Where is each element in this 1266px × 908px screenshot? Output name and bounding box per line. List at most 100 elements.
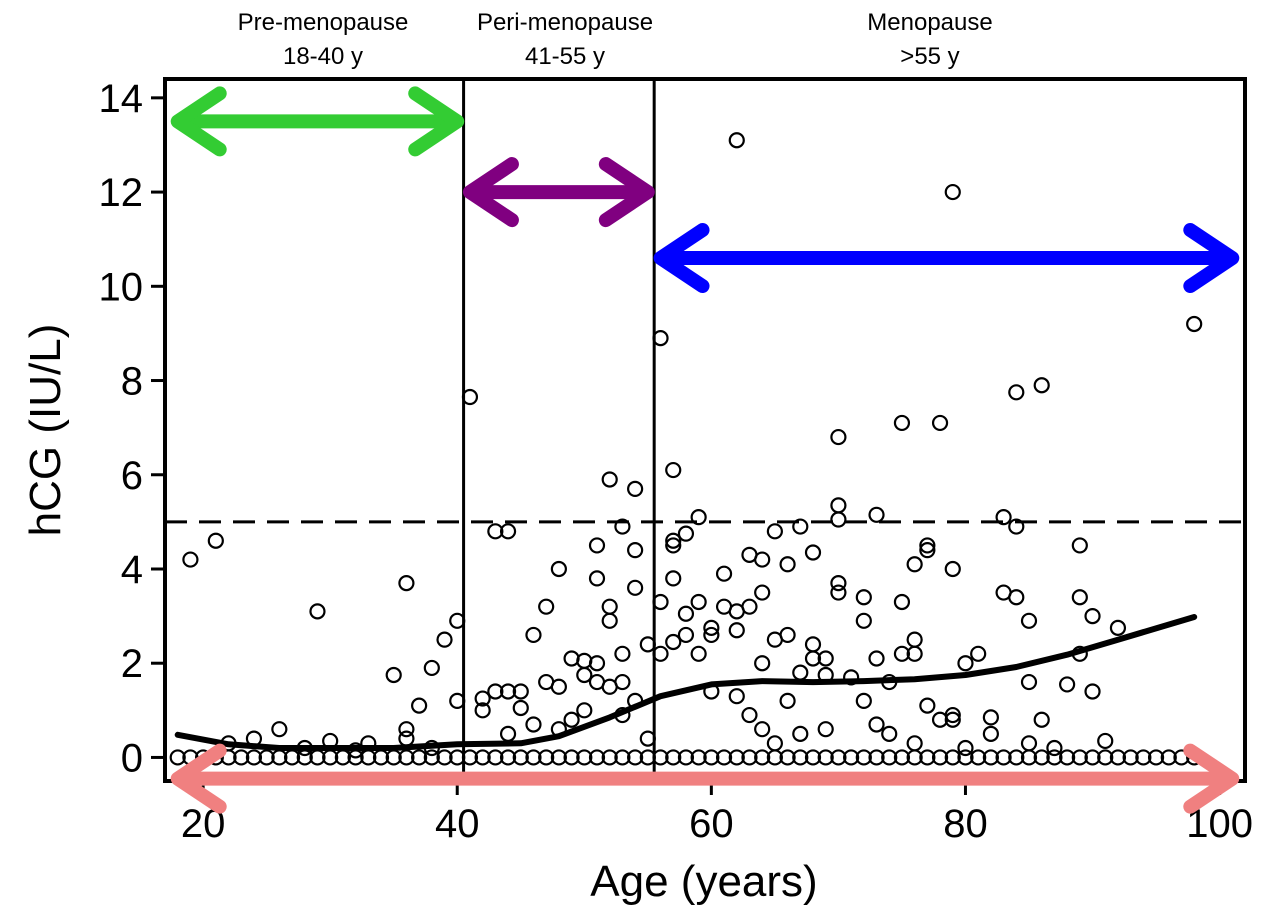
data-point [474, 702, 491, 719]
data-point [487, 523, 504, 540]
data-point-baseline [1059, 749, 1076, 766]
data-point-baseline [576, 749, 593, 766]
data-point-baseline [1097, 749, 1114, 766]
data-point [576, 652, 593, 669]
data-point-baseline [1084, 749, 1101, 766]
data-point-baseline [817, 749, 834, 766]
data-point [944, 560, 961, 578]
data-point-baseline [779, 749, 796, 766]
data-point [830, 497, 847, 514]
data-point-baseline [728, 749, 745, 766]
x-axis-title: Age (years) [590, 857, 817, 906]
data-point-baseline [398, 749, 415, 766]
data-point [461, 388, 479, 406]
phase-label-pre-line2: 18-40 y [283, 43, 363, 70]
data-point [703, 626, 720, 644]
data-point-baseline [804, 749, 822, 766]
data-point-baseline [995, 749, 1012, 766]
data-point [309, 603, 326, 620]
data-point-baseline [919, 749, 936, 766]
data-point [499, 523, 517, 540]
data-point [690, 593, 707, 611]
data-point [652, 593, 669, 611]
data-point [715, 565, 733, 582]
data-point [855, 612, 872, 629]
data-point [398, 730, 415, 747]
data-point-baseline [550, 749, 567, 766]
data-point-baseline [906, 749, 923, 766]
plot-frame [163, 77, 1247, 783]
data-point [1071, 589, 1088, 606]
data-point-baseline [1147, 749, 1165, 766]
phase-label-peri-line2: 41-55 y [525, 43, 605, 70]
data-point-baseline [601, 749, 618, 766]
data-point [906, 735, 923, 752]
data-point-baseline [1046, 749, 1063, 766]
data-point [970, 645, 987, 662]
y-tick-label-12: 12 [99, 171, 144, 215]
data-point-baseline [677, 749, 695, 766]
data-point [1020, 735, 1038, 752]
data-point [665, 537, 682, 554]
data-point [919, 697, 936, 714]
data-point-baseline [411, 749, 428, 766]
data-point-baseline [792, 749, 809, 766]
phase-label-peri-line1: Peri-menopause [477, 9, 653, 36]
data-point [1008, 518, 1025, 535]
data-point-baseline [474, 749, 491, 766]
data-point [868, 506, 885, 523]
data-point [576, 702, 593, 719]
data-point-baseline [931, 749, 949, 766]
data-point [1020, 673, 1038, 691]
data-point [931, 414, 949, 432]
phase-arrow-1-head-left [462, 157, 519, 228]
data-point [398, 721, 415, 738]
data-point-baseline [588, 749, 606, 766]
data-point-baseline [982, 749, 999, 766]
y-tick-label-0: 0 [121, 736, 143, 780]
data-point [665, 570, 682, 587]
data-point-baseline [741, 749, 758, 766]
data-point [271, 721, 288, 738]
data-point [893, 414, 911, 432]
y-axis-title: hCG (IU/L) [21, 324, 70, 537]
data-point [855, 692, 872, 710]
data-point [665, 532, 682, 549]
data-point [474, 690, 491, 707]
data-point [957, 739, 974, 757]
data-point [906, 631, 923, 648]
data-point-baseline [538, 749, 555, 766]
data-point-baseline [1160, 749, 1177, 766]
data-point [601, 471, 618, 488]
x-tick-label-60: 60 [689, 802, 734, 846]
data-point-baseline [1071, 749, 1088, 766]
data-point [893, 593, 911, 611]
data-point-baseline [766, 749, 783, 766]
data-point [1033, 711, 1050, 728]
data-point [830, 428, 847, 446]
data-point [982, 725, 999, 742]
data-point [614, 645, 631, 662]
data-point [398, 575, 415, 592]
data-point [728, 688, 745, 705]
data-point-baseline [233, 749, 250, 766]
phase-label-meno-line1: Menopause [867, 9, 992, 36]
data-point [499, 725, 517, 742]
data-point [830, 584, 847, 601]
data-point [868, 650, 885, 667]
data-point [779, 692, 796, 710]
data-point [550, 678, 567, 695]
data-point [754, 584, 771, 601]
data-point [550, 560, 567, 578]
data-point-baseline [893, 749, 911, 766]
data-point [677, 626, 695, 644]
data-point-baseline [1020, 749, 1038, 766]
data-point-baseline [703, 749, 720, 766]
data-point-baseline [627, 749, 644, 766]
data-point-baseline [436, 749, 453, 766]
y-tick-label-2: 2 [121, 642, 143, 686]
data-point [690, 509, 707, 526]
scatter-points [169, 132, 1203, 766]
data-point [944, 711, 961, 728]
